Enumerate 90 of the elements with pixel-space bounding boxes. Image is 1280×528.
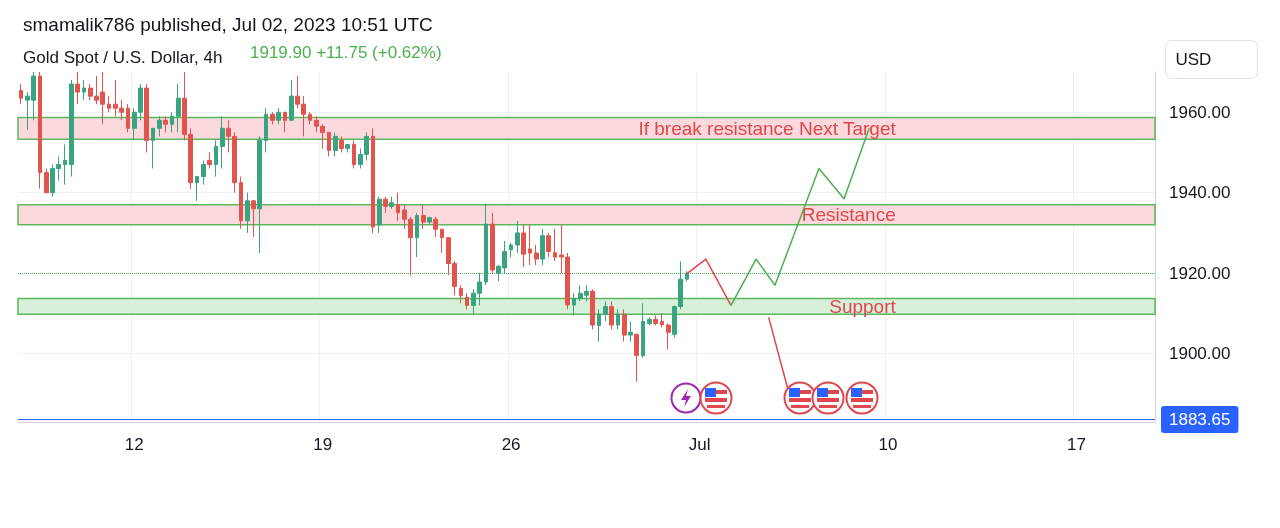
candlestick [144, 83, 149, 153]
candlestick [616, 308, 620, 330]
candlestick [38, 71, 42, 190]
candlestick [389, 196, 394, 210]
candlestick [339, 135, 344, 153]
candlestick [264, 107, 268, 153]
candlestick [666, 322, 671, 351]
candlestick [195, 176, 199, 202]
candlestick [383, 196, 388, 214]
candlestick [628, 320, 633, 343]
candlestick [490, 212, 495, 274]
candlestick [641, 302, 645, 359]
candlestick [69, 79, 74, 178]
candlestick [534, 244, 539, 266]
candlestick [289, 79, 294, 121]
candlestick [44, 168, 49, 194]
candlestick [459, 284, 463, 304]
candlestick [609, 300, 614, 330]
candlestick [597, 308, 601, 343]
candlestick [433, 216, 438, 238]
candlestick [634, 332, 639, 383]
candlestick [333, 131, 338, 157]
candlestick [396, 192, 400, 222]
candlestick [521, 224, 526, 268]
candlestick [377, 196, 382, 234]
candlestick [371, 127, 375, 234]
candlestick [572, 292, 576, 316]
band-label: Support [829, 295, 897, 317]
candlestick [427, 216, 432, 226]
candlestick [75, 71, 80, 105]
candlestick [660, 312, 664, 328]
text: 1919.90 +11.75 (+0.62%) [250, 43, 442, 62]
candlestick [157, 115, 162, 137]
band-label: Resistance [801, 204, 896, 226]
candlestick [440, 228, 444, 254]
x-tick-label: 26 [501, 435, 521, 454]
x-tick-label: 12 [124, 435, 144, 454]
y-tick-label: 1900.00 [1169, 344, 1231, 364]
candlestick [484, 203, 488, 286]
candlestick [239, 176, 243, 230]
y-tick-label: 1920.00 [1169, 263, 1231, 283]
candlestick [257, 135, 262, 254]
candlestick [540, 228, 545, 266]
x-tick-label: 10 [878, 435, 898, 454]
chart-title: smamalik786 published, Jul 02, 2023 10:51 UTC [23, 14, 433, 35]
candlestick [653, 314, 658, 326]
candlestick [176, 83, 181, 133]
y-axis-title: USD [1175, 49, 1212, 69]
candlestick [685, 270, 689, 282]
candlestick [126, 103, 130, 133]
x-tick-label: 19 [313, 435, 333, 454]
candlestick [283, 111, 287, 133]
candlestick [170, 111, 174, 133]
candlestick [352, 139, 356, 170]
candlestick [82, 79, 86, 101]
candlestick [308, 111, 312, 125]
candlestick [251, 200, 256, 238]
candlestick [270, 111, 275, 125]
candlestick [201, 160, 206, 186]
candlestick [276, 107, 281, 125]
candlestick [207, 151, 212, 170]
candlestick [245, 192, 250, 234]
candlestick [63, 143, 67, 186]
y-tick-label: 1940.00 [1169, 183, 1231, 203]
ref-line-label: 1883.65 [1169, 409, 1231, 429]
x-tick-label: 17 [1067, 435, 1086, 454]
candlestick [528, 224, 532, 266]
candlestick [345, 143, 350, 153]
candlestick [421, 204, 426, 230]
candlestick [415, 212, 419, 258]
candlestick [515, 220, 520, 254]
candlestick [603, 300, 608, 322]
x-tick-label: Jul [688, 435, 711, 454]
candlestick [622, 308, 627, 343]
candlestick [465, 292, 469, 310]
candlestick [163, 115, 168, 133]
candlestick [590, 288, 595, 330]
candlestick [327, 131, 331, 157]
band-label: If break resistance Next Target [638, 117, 897, 139]
candlestick [220, 115, 225, 170]
candlestick [19, 83, 23, 105]
candlestick [509, 242, 513, 258]
chart-subtitle: Gold Spot / U.S. Dollar, 4h [23, 48, 223, 67]
candlestick [107, 95, 111, 113]
candlestick [214, 139, 218, 178]
candlestick [151, 127, 155, 170]
y-tick-label: 1960.00 [1169, 102, 1231, 122]
candlestick [647, 316, 652, 326]
candlestick [553, 228, 557, 262]
candlestick [546, 232, 551, 258]
